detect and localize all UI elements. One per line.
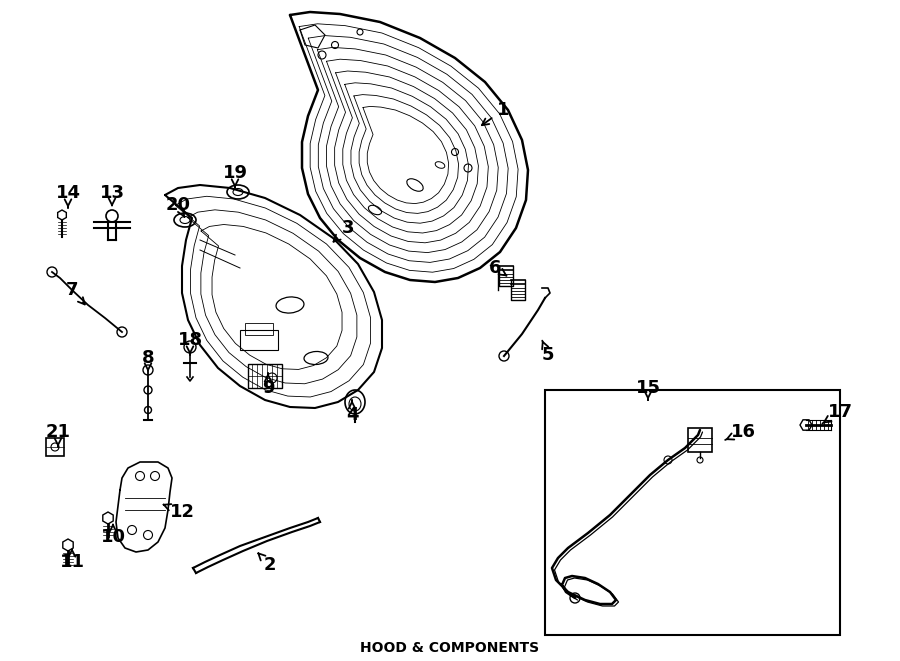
Text: 21: 21: [46, 423, 70, 447]
Ellipse shape: [227, 185, 249, 199]
Text: 16: 16: [725, 423, 755, 441]
Text: 13: 13: [100, 184, 124, 206]
Ellipse shape: [349, 397, 361, 411]
Bar: [46, 438, 64, 456]
Polygon shape: [103, 512, 113, 524]
Polygon shape: [800, 420, 812, 430]
Text: 7: 7: [66, 281, 85, 305]
Text: 10: 10: [101, 525, 125, 546]
Bar: [245, 323, 273, 335]
Text: 3: 3: [334, 219, 355, 242]
Bar: [240, 330, 278, 350]
Polygon shape: [63, 539, 73, 551]
Text: 6: 6: [489, 259, 507, 277]
Bar: [688, 428, 712, 452]
Text: 1: 1: [482, 101, 509, 125]
Circle shape: [144, 386, 152, 394]
Text: 18: 18: [177, 331, 202, 354]
Text: 19: 19: [222, 164, 248, 188]
Text: 2: 2: [258, 553, 276, 574]
Text: 8: 8: [141, 349, 154, 370]
Text: 12: 12: [164, 503, 194, 521]
Ellipse shape: [345, 390, 365, 414]
Text: 4: 4: [346, 401, 358, 424]
Text: 17: 17: [823, 403, 852, 424]
Text: HOOD & COMPONENTS: HOOD & COMPONENTS: [360, 641, 540, 655]
Ellipse shape: [174, 213, 196, 227]
Text: 15: 15: [635, 379, 661, 400]
Circle shape: [106, 210, 118, 222]
Text: 5: 5: [542, 340, 554, 364]
Circle shape: [145, 407, 151, 414]
Circle shape: [143, 365, 153, 375]
Text: 14: 14: [56, 184, 80, 208]
Text: 20: 20: [166, 196, 191, 217]
Bar: [248, 364, 282, 388]
Circle shape: [184, 341, 196, 353]
Text: 9: 9: [262, 373, 274, 397]
Bar: [545, 390, 840, 635]
Text: 11: 11: [59, 549, 85, 571]
Polygon shape: [58, 210, 67, 220]
